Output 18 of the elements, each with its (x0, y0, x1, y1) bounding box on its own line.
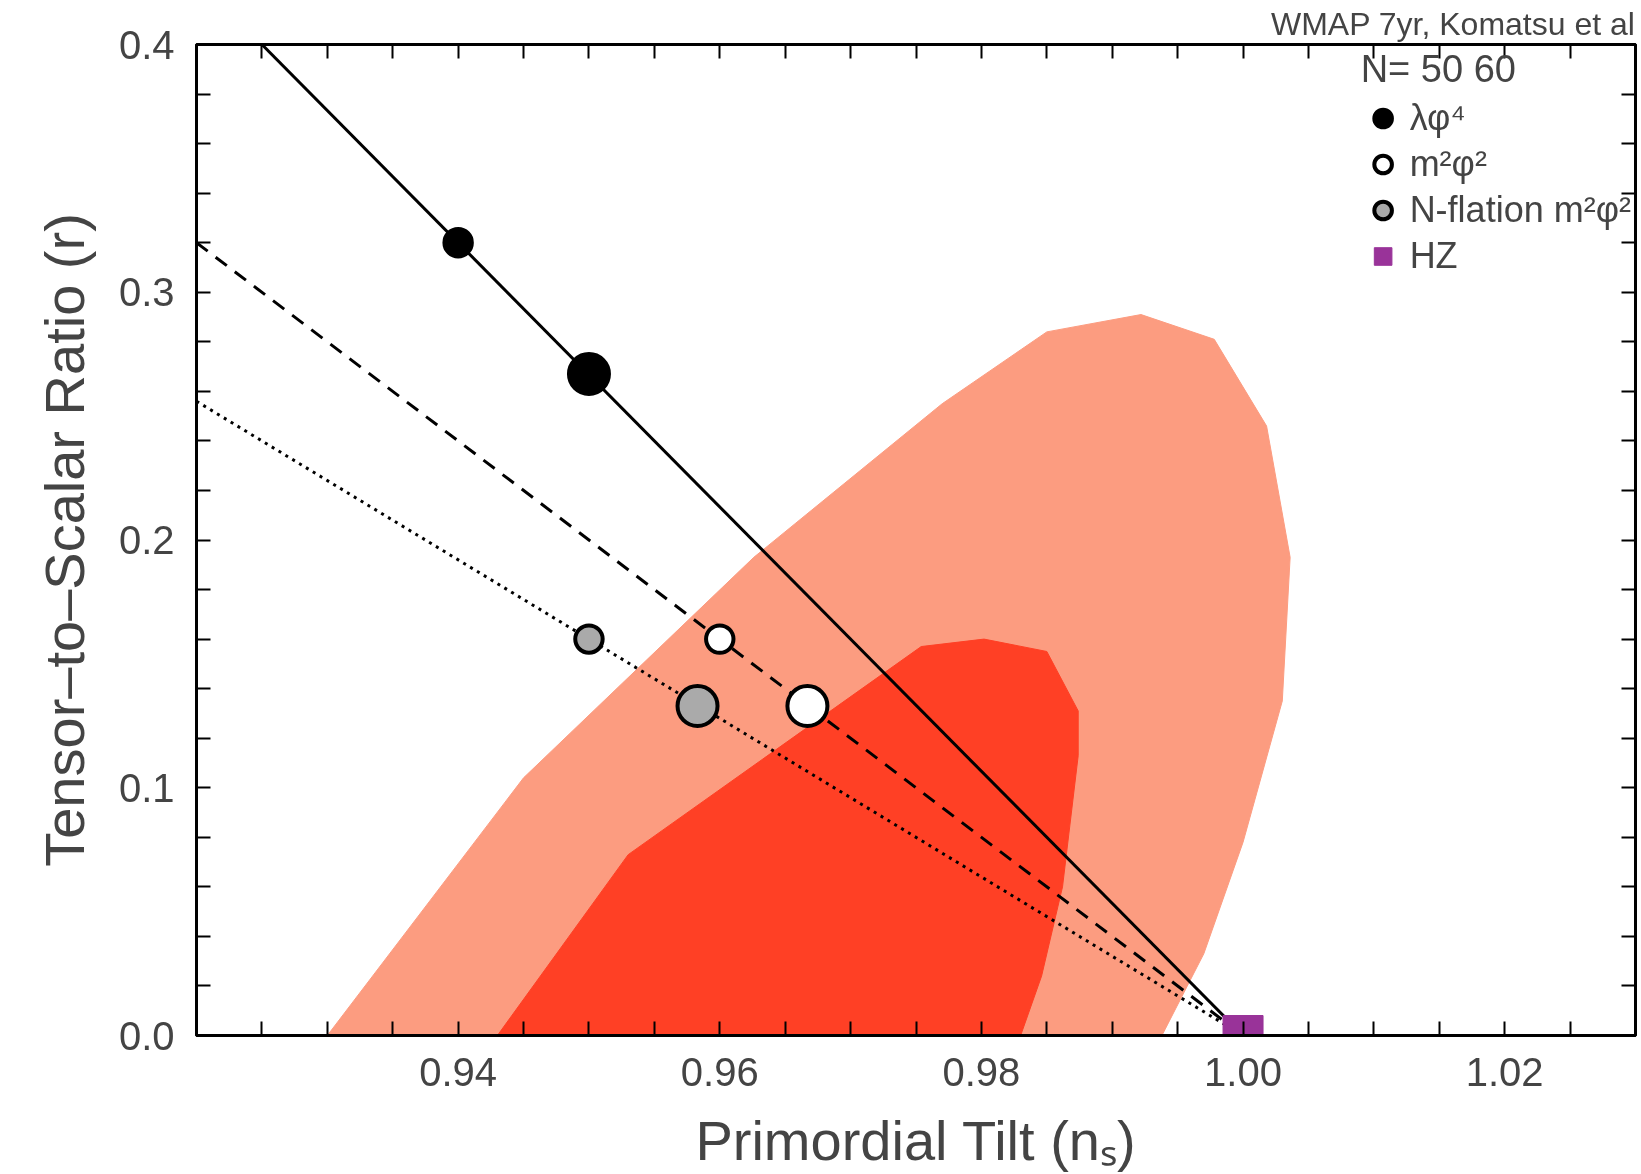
legend-label: m²φ² (1409, 143, 1487, 185)
x-tick-label: 0.98 (942, 1049, 1021, 1094)
y-axis-title: Tensor–to–Scalar Ratio (r) (32, 213, 96, 867)
legend-label: N-flation m²φ² (1409, 189, 1631, 231)
legend-label: λφ⁴ (1409, 97, 1466, 139)
x-tick-label: 1.00 (1204, 1049, 1282, 1094)
y-tick-label: 0.4 (118, 22, 175, 67)
y-tick-label: 0.1 (118, 765, 175, 810)
legend-label: HZ (1409, 235, 1458, 277)
y-tick-label: 0.3 (118, 270, 175, 315)
chart-title: WMAP 7yr, Komatsu et al (1270, 5, 1635, 42)
x-tick-label: 0.94 (419, 1049, 498, 1094)
y-tick-label: 0.2 (118, 518, 175, 562)
x-axis-title: Primordial Tilt (nₛ) (695, 1108, 1136, 1172)
x-tick-label: 1.02 (1465, 1049, 1544, 1094)
y-tick-label: 0.0 (118, 1013, 175, 1058)
x-tick-label: 0.96 (680, 1049, 759, 1094)
legend-title: N= 50 60 (1360, 48, 1517, 91)
